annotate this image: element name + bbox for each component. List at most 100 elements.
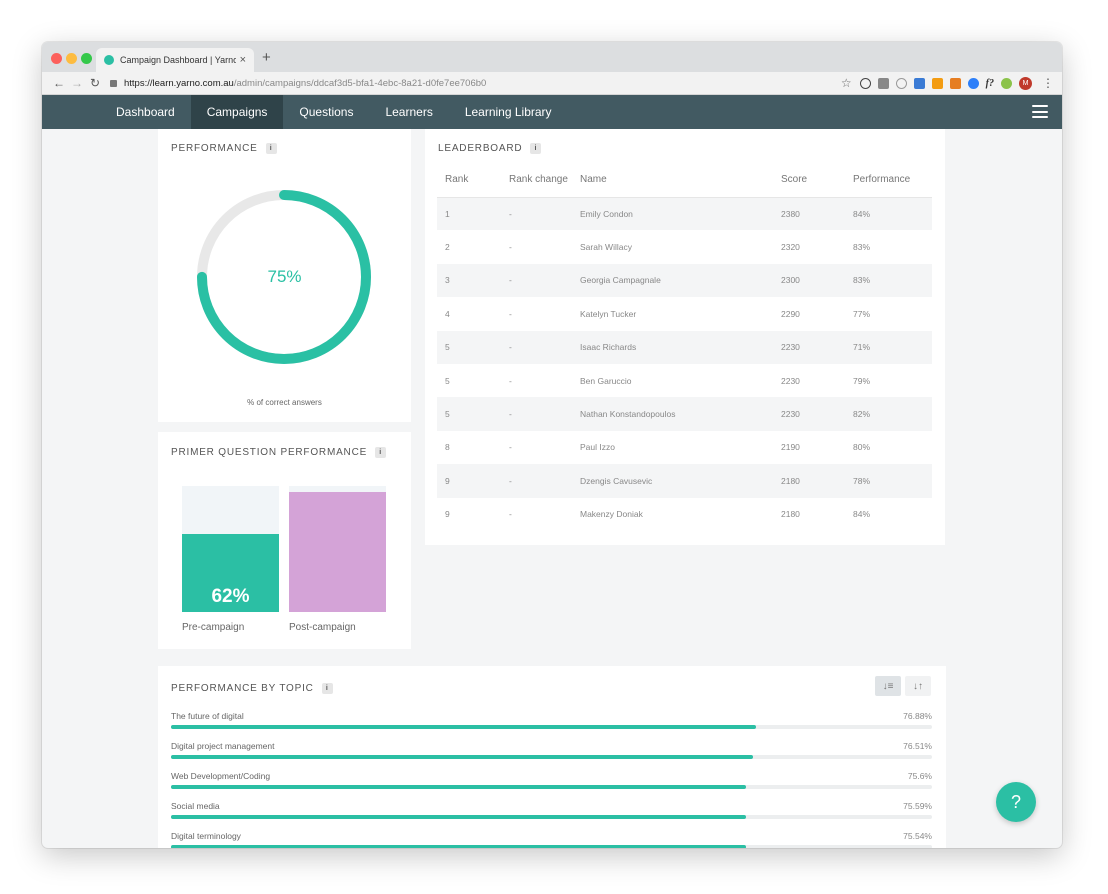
extension-icon-4[interactable]	[913, 77, 925, 89]
browser-menu-icon[interactable]: ⋮	[1042, 76, 1054, 90]
topic-progress-track	[171, 845, 932, 848]
info-icon[interactable]: i	[265, 143, 277, 154]
nav-item-campaigns[interactable]: Campaigns	[190, 95, 284, 129]
onepassword-extension-icon[interactable]	[859, 77, 871, 89]
url-host: https://learn.yarno.com.au	[124, 77, 234, 89]
performance-title-text: PERFORMANCE	[171, 143, 258, 154]
extension-icon-5[interactable]	[931, 77, 943, 89]
column-header-rank[interactable]: Rank	[437, 163, 509, 198]
info-icon[interactable]: i	[530, 143, 542, 154]
back-arrow-icon[interactable]: ←	[53, 76, 65, 90]
browser-tab[interactable]: Campaign Dashboard | Yarno ×	[96, 48, 254, 72]
name-cell: Emily Condon	[580, 208, 633, 219]
extension-icon-7[interactable]	[967, 77, 979, 89]
topic-row: The future of digital 76.88%	[171, 711, 932, 741]
rank-cell: 3	[445, 275, 450, 286]
topic-progress-track	[171, 755, 932, 759]
topic-row: Social media 75.59%	[171, 801, 932, 831]
nav-item-questions[interactable]: Questions	[299, 105, 354, 119]
info-icon[interactable]: i	[321, 683, 333, 694]
topic-row: Digital project management 76.51%	[171, 741, 932, 771]
performance-cell: 78%	[853, 475, 871, 486]
new-tab-button[interactable]: +	[262, 49, 271, 66]
column-header-performance[interactable]: Performance	[853, 163, 932, 198]
extension-icon-2[interactable]	[877, 77, 889, 89]
performance-cell: 82%	[853, 409, 871, 420]
maximize-window-button[interactable]	[81, 53, 92, 64]
rank-change-cell: -	[509, 342, 512, 353]
column-header-score[interactable]: Score	[781, 163, 853, 198]
name-cell: Ben Garuccio	[580, 375, 632, 386]
table-row: 9 - Dzengis Cavusevic 2180 78%	[437, 464, 932, 498]
performance-cell: 83%	[853, 242, 871, 253]
profile-avatar[interactable]: M	[1019, 76, 1032, 90]
table-row: 8 - Paul Izzo 2190 80%	[437, 431, 932, 464]
help-button[interactable]: ?	[996, 782, 1036, 822]
rank-change-cell: -	[509, 308, 512, 319]
extension-icon-9[interactable]	[1001, 77, 1012, 89]
topic-value: 76.88%	[903, 711, 932, 721]
performance-donut	[197, 190, 371, 364]
leaderboard-title-text: LEADERBOARD	[438, 143, 523, 154]
name-cell: Nathan Konstandopoulos	[580, 409, 676, 420]
performance-title: PERFORMANCE i	[171, 143, 277, 154]
score-cell: 2230	[781, 342, 800, 353]
name-cell: Sarah Willacy	[580, 242, 632, 253]
rank-cell: 5	[445, 409, 450, 420]
dashboard-content: PERFORMANCE i 75% % of correct answers P…	[42, 129, 1062, 848]
rank-cell: 2	[445, 242, 450, 253]
primer-title-text: PRIMER QUESTION PERFORMANCE	[171, 447, 368, 458]
browser-window: Campaign Dashboard | Yarno × + ← → ↻ htt…	[42, 42, 1062, 848]
topic-value: 75.54%	[903, 831, 932, 841]
nav-item-dashboard[interactable]: Dashboard	[116, 105, 175, 119]
topic-name: The future of digital	[171, 711, 244, 721]
topic-value: 76.51%	[903, 741, 932, 751]
leaderboard-table: Rank Rank change Name Score Performance …	[437, 163, 932, 531]
forward-arrow-icon[interactable]: →	[71, 76, 83, 90]
name-cell: Isaac Richards	[580, 342, 637, 353]
rank-change-cell: -	[509, 375, 512, 386]
tab-strip: Campaign Dashboard | Yarno × +	[42, 42, 1062, 72]
name-cell: Katelyn Tucker	[580, 308, 637, 319]
nav-item-learning-library[interactable]: Learning Library	[464, 105, 552, 119]
name-cell: Georgia Campagnale	[580, 275, 661, 286]
yarno-favicon-icon	[104, 55, 114, 65]
topic-name: Digital project management	[171, 741, 275, 751]
score-cell: 2180	[781, 509, 800, 520]
score-cell: 2380	[781, 208, 800, 219]
column-header-rank-change[interactable]: Rank change	[509, 163, 580, 198]
topic-value: 75.59%	[903, 801, 932, 811]
table-row: 5 - Ben Garuccio 2230 79%	[437, 364, 932, 397]
url-field[interactable]: https://learn.yarno.com.au/admin/campaig…	[110, 78, 841, 89]
tab-title: Campaign Dashboard | Yarno	[120, 55, 236, 65]
rank-cell: 8	[445, 442, 450, 453]
topic-progress-bar	[171, 845, 746, 848]
table-row: 4 - Katelyn Tucker 2290 77%	[437, 297, 932, 330]
nav-item-learners[interactable]: Learners	[385, 105, 433, 119]
info-icon[interactable]: i	[375, 447, 387, 458]
hamburger-menu-icon[interactable]	[1032, 105, 1048, 118]
minimize-window-button[interactable]	[66, 53, 77, 64]
bookmark-star-icon[interactable]: ☆	[840, 76, 852, 90]
performance-cell: 79%	[853, 375, 871, 386]
name-cell: Makenzy Doniak	[580, 509, 643, 520]
topic-row: Web Development/Coding 75.6%	[171, 771, 932, 801]
url-path: /admin/campaigns/ddcaf3d5-bfa1-4ebc-8a21…	[233, 77, 487, 89]
extension-icon-6[interactable]	[949, 77, 961, 89]
sort-descending-icon[interactable]: ↓≡	[875, 676, 901, 696]
pre-campaign-bar	[182, 533, 279, 612]
reload-icon[interactable]: ↻	[89, 76, 101, 90]
rank-change-cell: -	[509, 409, 512, 420]
extension-icon-3[interactable]	[895, 77, 907, 89]
tab-close-icon[interactable]: ×	[239, 54, 246, 66]
primer-title: PRIMER QUESTION PERFORMANCE i	[171, 447, 387, 458]
topic-name: Social media	[171, 801, 220, 811]
score-cell: 2230	[781, 409, 800, 420]
close-window-button[interactable]	[51, 53, 62, 64]
performance-value: 75%	[267, 267, 302, 286]
sort-ascending-icon[interactable]: ↓↑	[905, 676, 931, 696]
name-cell: Dzengis Cavusevic	[580, 475, 653, 486]
whatfont-extension-icon[interactable]: f?	[985, 77, 994, 89]
donut-arc	[197, 190, 371, 364]
column-header-name[interactable]: Name	[580, 163, 781, 198]
